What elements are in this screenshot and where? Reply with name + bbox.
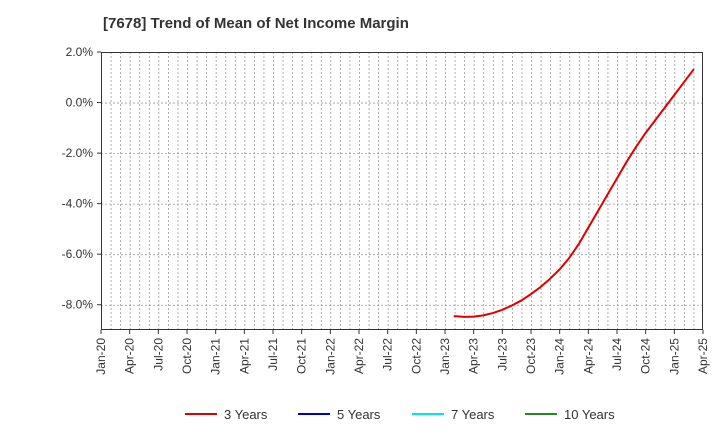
x-tick-label: Oct-22 — [409, 338, 423, 374]
x-tick-label: Jan-23 — [438, 338, 452, 375]
x-tick-label: Apr-20 — [123, 338, 137, 374]
x-tick-label: Apr-21 — [237, 338, 251, 374]
x-tick-label: Apr-24 — [581, 338, 595, 374]
x-tick-label: Oct-24 — [639, 338, 653, 374]
y-tick-label: 2.0% — [66, 45, 94, 59]
x-tick-label: Oct-20 — [180, 338, 194, 374]
legend-label-7-years: 7 Years — [451, 407, 495, 422]
x-tick-label: Jan-22 — [323, 338, 337, 375]
x-tick-label: Jul-21 — [266, 338, 280, 371]
x-tick-label: Jul-24 — [610, 338, 624, 371]
series-lines — [453, 68, 695, 318]
y-tick-label: -4.0% — [62, 197, 94, 211]
y-tick-label: -6.0% — [62, 247, 94, 261]
axes: 2.0% 0.0% -2.0% -4.0% -6.0% -8.0% Jan-20 Apr-20… — [62, 45, 710, 375]
y-tick-label: -2.0% — [62, 146, 94, 160]
x-tick-label: Jan-21 — [209, 338, 223, 375]
x-tick-label: Jul-23 — [495, 338, 509, 371]
legend-label-10-years: 10 Years — [564, 407, 615, 422]
x-tick-label: Jan-24 — [553, 338, 567, 375]
x-tick-label: Apr-25 — [696, 338, 710, 374]
x-tick-label: Oct-21 — [295, 338, 309, 374]
plot-frame — [101, 52, 703, 330]
plot-area — [101, 52, 703, 330]
x-tick-label: Apr-22 — [352, 338, 366, 374]
legend-label-3-years: 3 Years — [224, 407, 268, 422]
x-tick-label: Jul-20 — [151, 338, 165, 371]
x-tick-label: Jan-25 — [667, 338, 681, 375]
legend: 3 Years 5 Years 7 Years 10 Years — [185, 407, 615, 422]
y-tick-label: 0.0% — [66, 96, 94, 110]
x-tick-label: Jan-20 — [94, 338, 108, 375]
x-tick-label: Apr-23 — [467, 338, 481, 374]
legend-label-5-years: 5 Years — [337, 407, 381, 422]
series-line-3-years — [453, 68, 695, 318]
chart-title: [7678] Trend of Mean of Net Income Margi… — [103, 15, 409, 32]
x-tick-label: Jul-22 — [381, 338, 395, 371]
y-tick-label: -8.0% — [62, 298, 94, 312]
plot-background — [101, 52, 703, 330]
x-tick-label: Oct-23 — [524, 338, 538, 374]
